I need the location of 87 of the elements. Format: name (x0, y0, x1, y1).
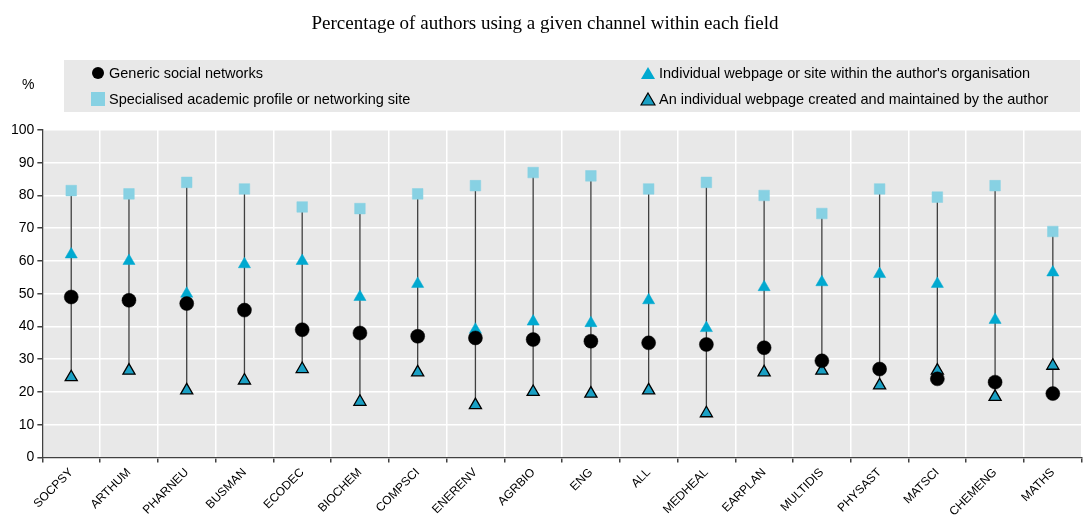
y-tick-label: 60 (18, 251, 35, 268)
point (815, 275, 829, 287)
point (584, 385, 598, 398)
y-tick-label: 70 (18, 219, 35, 236)
point (930, 371, 945, 387)
point (411, 276, 424, 288)
point (988, 312, 1002, 324)
point (872, 377, 887, 390)
point (700, 176, 712, 188)
point (354, 203, 366, 215)
point (699, 405, 714, 418)
y-tick-label: 80 (18, 186, 35, 203)
point (295, 361, 309, 374)
y-tick-label: 40 (18, 317, 35, 334)
point (757, 279, 771, 291)
point (872, 361, 887, 377)
point (64, 369, 78, 382)
point (122, 363, 136, 375)
point (641, 335, 656, 351)
point (641, 382, 656, 395)
point (237, 302, 252, 318)
legend-label: An individual webpage created and maintained by the author (659, 91, 1049, 107)
y-tick-label: 30 (18, 350, 35, 367)
point (700, 320, 713, 332)
point (1047, 225, 1059, 238)
point (816, 207, 828, 220)
point (294, 322, 310, 337)
x-tick-label: ALL (628, 464, 654, 491)
legend-label: Specialised academic profile or networking site (109, 91, 411, 107)
y-tick-label: 100 (11, 120, 35, 137)
point (643, 183, 655, 195)
point (1046, 358, 1060, 370)
point (989, 180, 1001, 192)
point (931, 191, 943, 203)
y-tick-label: 20 (18, 382, 35, 399)
point (296, 201, 308, 213)
point (468, 397, 483, 410)
point (353, 289, 367, 301)
point (757, 364, 771, 377)
point (123, 188, 135, 200)
point (64, 247, 78, 259)
point (352, 325, 368, 341)
y-tick-label: 50 (18, 284, 35, 301)
point (987, 374, 1003, 390)
point (295, 253, 309, 265)
point (642, 293, 655, 305)
point (468, 330, 483, 346)
point (526, 314, 540, 326)
point (756, 340, 772, 355)
point (931, 276, 944, 288)
point (180, 382, 194, 395)
point (874, 183, 886, 195)
point (583, 333, 599, 349)
point (527, 167, 539, 179)
point (584, 315, 598, 327)
point (525, 332, 541, 347)
point (237, 372, 252, 385)
point (873, 266, 886, 278)
point (526, 384, 540, 397)
point (122, 253, 136, 265)
y-tick-label: 0 (26, 448, 35, 465)
point (699, 337, 714, 352)
point (585, 170, 597, 182)
point (410, 329, 425, 344)
point (63, 289, 79, 305)
y-tick-label: 90 (18, 153, 35, 170)
point (814, 353, 830, 369)
y-axis-title: % (22, 76, 35, 92)
point (758, 189, 770, 202)
point (1045, 386, 1061, 401)
legend-label: Generic social networks (109, 65, 263, 81)
y-tick-label: 10 (18, 415, 35, 432)
point (1046, 265, 1060, 277)
point (412, 188, 424, 200)
point (238, 257, 251, 268)
point (121, 293, 137, 308)
point (988, 389, 1002, 402)
point (181, 176, 193, 188)
legend-label: Individual webpage or site within the author's organisation (659, 65, 1031, 81)
point (410, 364, 425, 377)
point (179, 296, 194, 311)
point (238, 183, 251, 195)
point (65, 185, 77, 197)
point (469, 180, 481, 192)
point (180, 286, 194, 298)
point (353, 394, 367, 406)
chart-title: Percentage of authors using a given channel within each field (310, 12, 780, 34)
